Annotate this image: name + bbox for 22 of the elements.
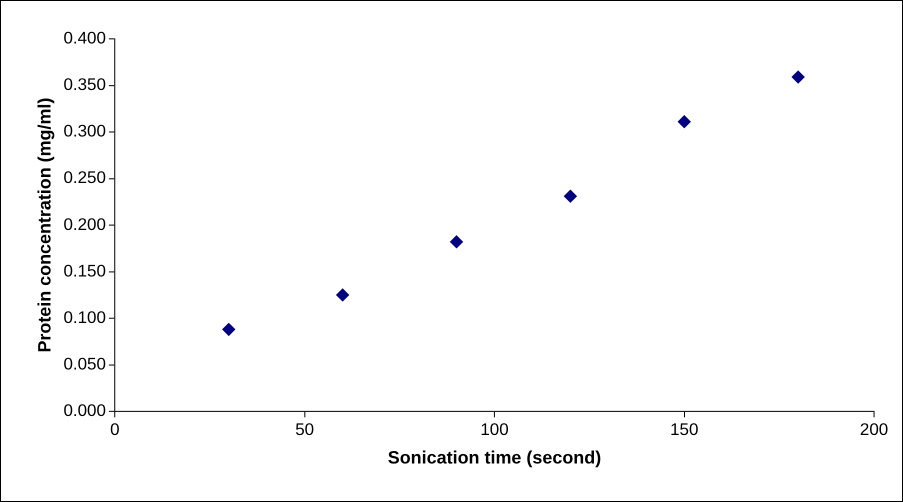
x-tick-label: 100: [480, 420, 509, 440]
y-tick-label: 0.200: [63, 214, 106, 234]
x-axis-title: Sonication time (second): [388, 447, 602, 468]
x-tick-label: 50: [295, 420, 314, 440]
y-tick-label: 0.150: [63, 261, 106, 280]
point: [564, 190, 577, 203]
point: [450, 235, 464, 248]
point: [336, 288, 350, 302]
y-tick-label: 0.100: [63, 308, 106, 327]
x-tick-label: 150: [670, 420, 698, 440]
y-tick-label: 0.250: [63, 168, 106, 188]
y-tick-label: 0.400: [63, 28, 106, 48]
y-tick-label: 0.350: [63, 75, 106, 94]
y-axis-title: Protein concentration (mg/ml): [34, 98, 55, 353]
x-tick-label: 0: [110, 420, 120, 440]
point: [222, 322, 236, 336]
point: [792, 70, 805, 84]
point: [678, 115, 691, 128]
y-tick-label: 0.050: [63, 354, 106, 374]
x-tick-label: 200: [860, 420, 888, 440]
y-tick-label: 0.000: [63, 401, 106, 420]
y-tick-label: 0.300: [63, 122, 106, 141]
